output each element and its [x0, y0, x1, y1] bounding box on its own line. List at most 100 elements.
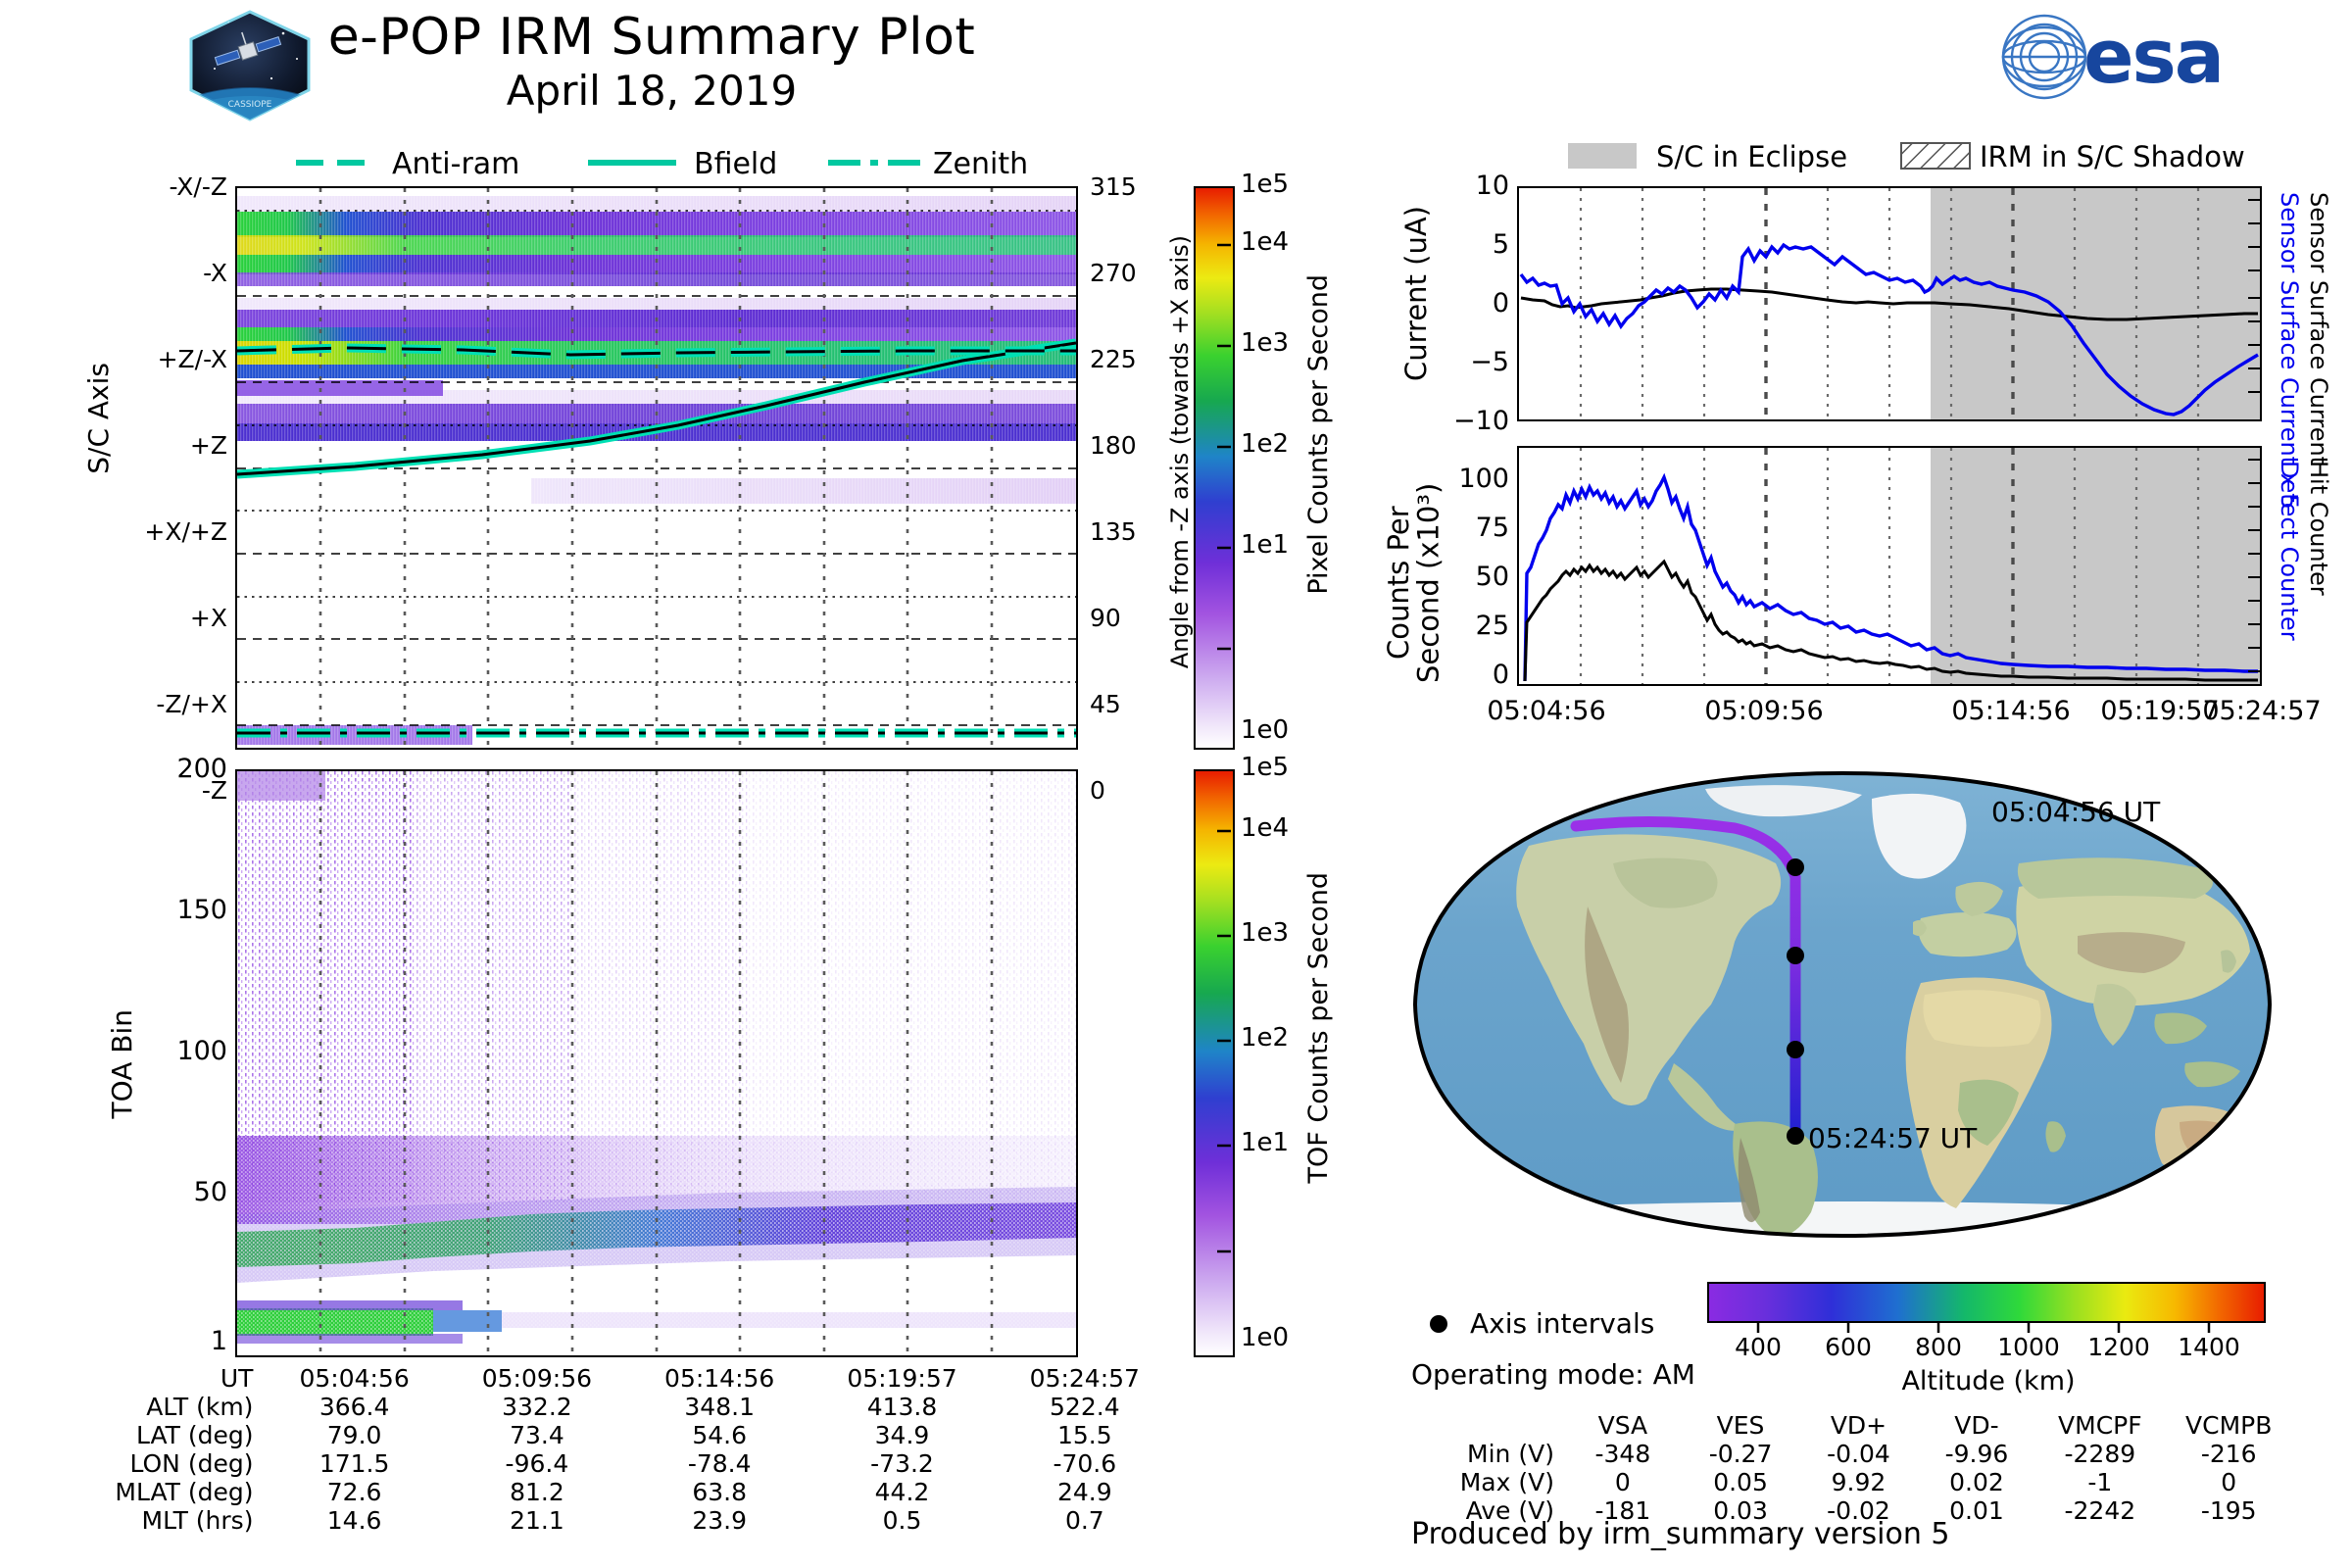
cell-ut-1: 05:09:56: [481, 1364, 593, 1393]
pixel-cbar-tick-1: 1e4: [1241, 227, 1290, 257]
voltage-max-vdp: 9.92: [1831, 1468, 1886, 1496]
cell-mlat-2: 63.8: [692, 1478, 748, 1506]
alt-tick-3: 1000: [1997, 1333, 2060, 1361]
cell-mlt-0: 14.6: [326, 1506, 382, 1535]
angle-ytick-right-4: 135: [1090, 517, 1137, 546]
current-plot[interactable]: [1517, 186, 2262, 421]
altitude-colorbar-ticks-marks: [1707, 1321, 2270, 1337]
counts-xtick-3: 05:19:57: [2100, 696, 2220, 726]
alt-tick-0: 400: [1735, 1333, 1782, 1361]
pixel-counts-colorbar: [1194, 186, 1235, 750]
counts-ytick-labels: 100 75 50 25 0: [1431, 446, 1509, 690]
voltage-min-vcmpb: -216: [2200, 1440, 2257, 1468]
pixel-cbar-tick-4: 1e1: [1241, 530, 1290, 560]
counts-ytick-2: 50: [1475, 562, 1509, 592]
tof-cbar-tick-3: 1e2: [1241, 1023, 1290, 1053]
toa-panel-ylabel: TOA Bin: [106, 1009, 138, 1119]
counts-xtick-1: 05:09:56: [1704, 696, 1824, 726]
cell-mlt-3: 0.5: [882, 1506, 922, 1535]
ground-track-map[interactable]: [1411, 769, 2274, 1240]
angle-ytick-left-2: +Z/-X: [157, 345, 227, 373]
cell-ut-3: 05:19:57: [847, 1364, 957, 1393]
angle-ytick-left-6: -Z/+X: [156, 690, 227, 718]
toa-spectrogram-plot[interactable]: [235, 769, 1078, 1357]
counts-ytick-4: 0: [1492, 660, 1509, 690]
esa-logo: esa: [1999, 8, 2274, 106]
alt-tick-5: 1400: [2178, 1333, 2240, 1361]
voltage-min-vdm: -9.96: [1944, 1440, 2009, 1468]
angle-ytick-right-7: 0: [1090, 776, 1105, 805]
voltage-header-4: VD-: [1954, 1411, 1999, 1440]
counts-ytick-3: 25: [1475, 611, 1509, 641]
cell-lon-3: -73.2: [870, 1449, 934, 1478]
altitude-colorbar-ticklabels: 400 600 800 1000 1200 1400: [1707, 1333, 2270, 1366]
counts-right-label-blue: Detect Counter: [2276, 461, 2303, 641]
tof-cbar-tick-5: 1e0: [1241, 1323, 1290, 1352]
counts-plot[interactable]: [1517, 446, 2262, 686]
voltage-min-ves: -0.27: [1708, 1440, 1773, 1468]
tof-colorbar-ticklabels: 1e5 1e4 1e3 1e2 1e1 1e0: [1241, 753, 1348, 1357]
cell-mlt-1: 21.1: [510, 1506, 564, 1535]
voltage-row-label-max: Max (V): [1459, 1468, 1554, 1496]
current-right-label-black: Sensor Surface Current: [2305, 192, 2332, 466]
angle-ytick-right-1: 270: [1090, 259, 1137, 287]
cell-ut-0: 05:04:56: [299, 1364, 410, 1393]
current-ytick-4: −10: [1453, 406, 1509, 436]
voltage-min-vmcpf: -2289: [2064, 1440, 2136, 1468]
angle-ytick-right-2: 225: [1090, 345, 1137, 373]
alt-tick-2: 800: [1915, 1333, 1962, 1361]
voltage-min-vdp: -0.04: [1827, 1440, 1890, 1468]
cell-mlat-4: 24.9: [1056, 1478, 1112, 1506]
toa-ytick-4: 1: [210, 1326, 227, 1356]
table-row-mlat: MLAT (deg) 72.6 81.2 63.8 44.2 24.9: [49, 1478, 1176, 1506]
cell-alt-0: 366.4: [318, 1393, 390, 1421]
tof-colorbar-label: TOF Counts per Second: [1303, 872, 1334, 1184]
angle-ytick-labels-right: 315 270 225 180 135 90 45 0: [1090, 172, 1168, 805]
voltage-ave-vdp: -0.02: [1827, 1496, 1890, 1525]
counts-xtick-2: 05:14:56: [1951, 696, 2071, 726]
angle-panel-right-axis-label: Angle from -Z axis (towards +X axis): [1166, 235, 1194, 669]
cell-mlt-4: 0.7: [1064, 1506, 1104, 1535]
angle-ytick-left-3: +Z: [189, 431, 227, 460]
eclipse-region-counts: [1931, 448, 2260, 684]
row-label-alt: ALT (km): [146, 1393, 254, 1421]
counts-ytick-0: 100: [1458, 464, 1509, 494]
cell-lon-1: -96.4: [505, 1449, 569, 1478]
pixel-cbar-tick-5: 1e0: [1241, 715, 1290, 745]
spectrogram-legend: [294, 145, 1019, 178]
produced-by-footer: Produced by irm_summary version 5: [1411, 1517, 1950, 1551]
angle-spectrogram-plot[interactable]: [235, 186, 1078, 750]
altitude-colorbar-label: Altitude (km): [1901, 1366, 2076, 1396]
counts-right-label-black: Hit Counter: [2305, 461, 2332, 596]
angle-ytick-right-5: 90: [1090, 604, 1121, 632]
cell-mlat-0: 72.6: [326, 1478, 382, 1506]
voltage-ave-vmcpf: -2242: [2064, 1496, 2136, 1525]
toa-ytick-3: 50: [193, 1177, 227, 1207]
counts-black-trace: [1523, 559, 2258, 682]
tof-cbar-tick-1: 1e4: [1241, 813, 1290, 843]
map-start-label: 05:04:56 UT: [1991, 796, 2161, 828]
current-ytick-2: 0: [1492, 288, 1509, 318]
cell-lon-0: 171.5: [318, 1449, 390, 1478]
counts-panel-ylabel-wrap: Counts Per Second (x10³): [1382, 461, 1445, 706]
map-end-label: 05:24:57 UT: [1808, 1122, 1978, 1154]
row-label-ut: UT: [220, 1364, 254, 1393]
current-ytick-3: −5: [1470, 347, 1509, 377]
current-ytick-0: 10: [1475, 171, 1509, 201]
toa-ytick-labels: 200 150 100 50 1: [147, 754, 227, 1357]
tof-counts-colorbar: [1194, 769, 1235, 1357]
voltage-ave-ves: 0.03: [1713, 1496, 1768, 1525]
toa-ytick-2: 100: [176, 1036, 227, 1066]
table-row-alt: ALT (km) 366.4 332.2 348.1 413.8 522.4: [49, 1393, 1176, 1421]
legend-label-anti-ram: Anti-ram: [392, 147, 520, 181]
cassiope-mission-badge-icon: CASSIOPE: [181, 8, 318, 125]
voltage-max-ves: 0.05: [1713, 1468, 1768, 1496]
cell-alt-2: 348.1: [684, 1393, 755, 1421]
current-ytick-labels: 10 5 0 −5 −10: [1439, 171, 1509, 436]
alt-tick-4: 1200: [2087, 1333, 2150, 1361]
pixel-colorbar-ticklabels: 1e5 1e4 1e3 1e2 1e1 1e0: [1241, 170, 1348, 750]
voltage-ave-vdm: 0.01: [1949, 1496, 2004, 1525]
axis-intervals-marker-icon: [1426, 1311, 1451, 1337]
table-row-mlt: MLT (hrs) 14.6 21.1 23.9 0.5 0.7: [49, 1506, 1176, 1535]
page-date: April 18, 2019: [506, 67, 798, 115]
